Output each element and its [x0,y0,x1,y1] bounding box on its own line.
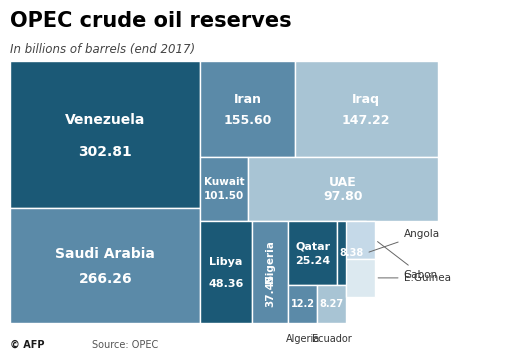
FancyBboxPatch shape [288,285,317,323]
Text: Iran: Iran [233,93,262,106]
Text: 37.45: 37.45 [265,274,275,307]
FancyBboxPatch shape [252,221,288,323]
FancyBboxPatch shape [201,221,252,323]
FancyBboxPatch shape [201,61,294,157]
FancyBboxPatch shape [346,259,375,297]
Text: E.Guinea: E.Guinea [378,273,451,283]
Text: 147.22: 147.22 [342,114,391,127]
FancyBboxPatch shape [337,221,367,285]
Text: 8.38: 8.38 [339,248,364,258]
FancyBboxPatch shape [201,157,247,221]
Text: 302.81: 302.81 [78,145,132,159]
FancyBboxPatch shape [317,285,346,323]
Text: Saudi Arabia: Saudi Arabia [55,247,155,261]
Text: Angola: Angola [369,229,440,252]
Text: UAE: UAE [329,176,356,189]
FancyBboxPatch shape [346,221,375,259]
Text: Libya: Libya [209,257,243,267]
Text: Venezuela: Venezuela [65,113,145,127]
Text: Qatar: Qatar [295,242,330,252]
Text: Iraq: Iraq [352,93,380,106]
Text: OPEC crude oil reserves: OPEC crude oil reserves [10,11,292,31]
FancyBboxPatch shape [294,61,438,157]
Text: Gabon: Gabon [377,242,438,280]
Text: In billions of barrels (end 2017): In billions of barrels (end 2017) [10,43,196,56]
Text: 101.50: 101.50 [204,191,244,201]
Text: Ecuador: Ecuador [312,334,352,344]
Text: 12.2: 12.2 [291,299,315,309]
FancyBboxPatch shape [288,221,337,285]
Text: 25.24: 25.24 [295,256,330,266]
Text: Algeria: Algeria [286,334,320,344]
Text: © AFP: © AFP [10,340,45,350]
Text: 266.26: 266.26 [78,272,132,286]
Text: 48.36: 48.36 [208,279,244,289]
Text: Source: OPEC: Source: OPEC [92,340,158,350]
Text: Nigeria: Nigeria [265,240,275,283]
FancyBboxPatch shape [10,208,201,323]
Text: 155.60: 155.60 [223,114,272,127]
FancyBboxPatch shape [247,157,438,221]
FancyBboxPatch shape [10,61,201,208]
Text: Kuwait: Kuwait [204,177,244,187]
Text: 8.27: 8.27 [319,299,344,309]
Text: 97.80: 97.80 [323,190,362,203]
